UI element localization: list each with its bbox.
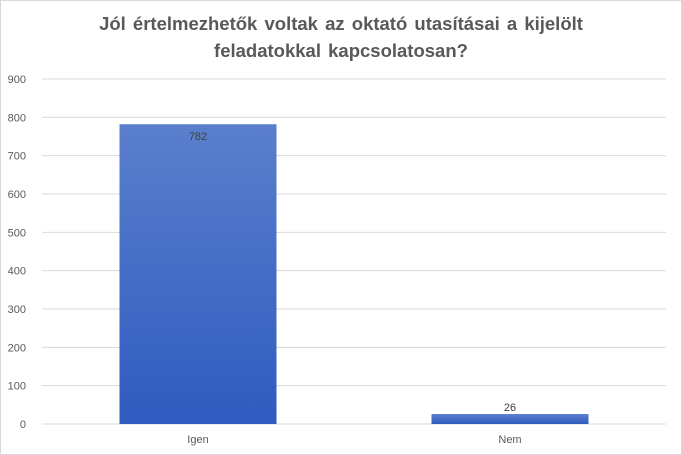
bar-igen [119, 124, 277, 424]
y-tick-label: 300 [8, 304, 26, 316]
x-axis: Igen Nem [187, 434, 521, 446]
data-label-nem: 26 [504, 402, 516, 414]
y-tick-label: 900 [8, 74, 26, 86]
y-tick-label: 600 [8, 189, 26, 201]
x-tick-label-igen: Igen [187, 434, 208, 446]
y-tick-label: 200 [8, 342, 26, 354]
y-axis: 0 100 200 300 400 500 600 700 800 900 [8, 74, 26, 431]
data-label-igen: 782 [189, 131, 207, 143]
y-tick-label: 0 [20, 419, 26, 431]
chart-title-line-1: Jól értelmezhetők voltak az oktató utasí… [99, 13, 583, 34]
y-tick-label: 500 [8, 227, 26, 239]
x-tick-label-nem: Nem [498, 434, 521, 446]
y-tick-label: 700 [8, 151, 26, 163]
y-tick-label: 100 [8, 381, 26, 393]
y-tick-label: 400 [8, 266, 26, 278]
bars: 782 26 [119, 124, 589, 424]
bar-nem [431, 414, 589, 424]
chart-title: Jól értelmezhetők voltak az oktató utasí… [0, 10, 682, 64]
chart-title-line-2: feladatokkal kapcsolatosan? [214, 40, 468, 61]
y-tick-label: 800 [8, 112, 26, 124]
